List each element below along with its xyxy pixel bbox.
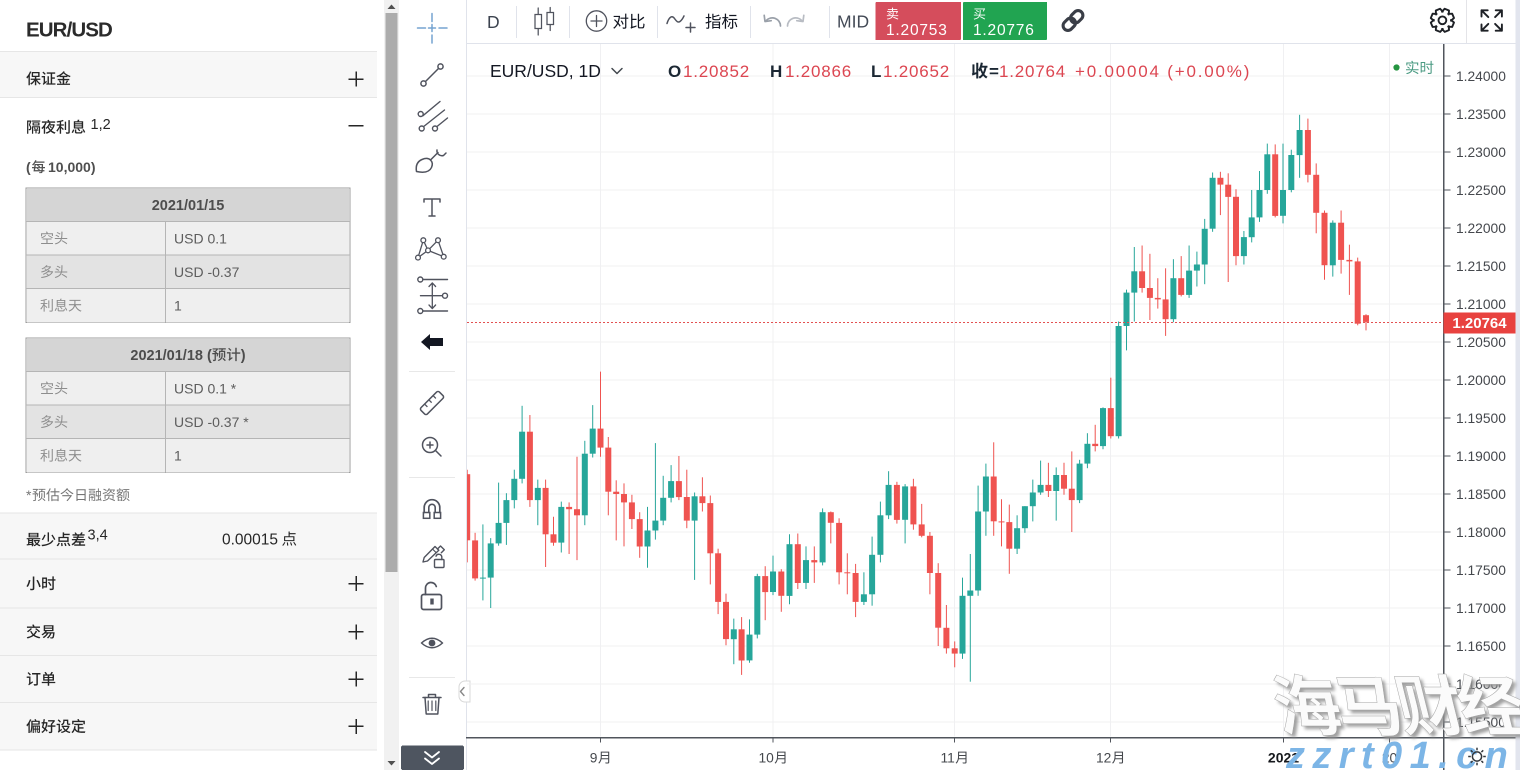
- svg-text:1.23000: 1.23000: [1456, 145, 1506, 160]
- svg-text:10: 10: [758, 751, 774, 766]
- svg-text:1.24000: 1.24000: [1456, 69, 1506, 84]
- svg-text:1.20753: 1.20753: [886, 22, 948, 39]
- svg-text:USD 0.1 *: USD 0.1 *: [174, 380, 237, 396]
- svg-text:EUR/USD, 1D: EUR/USD, 1D: [490, 61, 601, 81]
- svg-text:*: *: [26, 487, 32, 503]
- svg-text:1: 1: [174, 298, 182, 314]
- svg-text:1.17000: 1.17000: [1456, 601, 1506, 616]
- svg-text:2021: 2021: [1268, 750, 1299, 766]
- svg-text:1.18000: 1.18000: [1456, 525, 1506, 540]
- svg-text:(: (: [26, 159, 31, 175]
- svg-text:3,4: 3,4: [88, 528, 108, 544]
- svg-text:zzrt01.cn: zzrt01.cn: [1285, 735, 1515, 770]
- svg-text:USD 0.1: USD 0.1: [174, 230, 227, 246]
- svg-text:2021/01/15: 2021/01/15: [152, 198, 225, 214]
- svg-text:EUR/USD: EUR/USD: [26, 19, 112, 42]
- svg-text:H: H: [770, 62, 782, 81]
- svg-text:1.20500: 1.20500: [1456, 335, 1506, 350]
- svg-text:D: D: [487, 12, 500, 32]
- svg-text:1.19500: 1.19500: [1456, 411, 1506, 426]
- svg-text:1.20866: 1.20866: [785, 62, 852, 81]
- svg-text:1.20852: 1.20852: [683, 62, 750, 81]
- svg-text:2021/01/18 (: 2021/01/18 (: [130, 348, 212, 364]
- svg-text:=: =: [989, 62, 999, 81]
- svg-text:0.00015: 0.00015: [222, 532, 278, 549]
- svg-text:1.20652: 1.20652: [883, 62, 950, 81]
- svg-text:1,2: 1,2: [91, 117, 111, 133]
- svg-text:): ): [241, 348, 246, 364]
- svg-text:20: 20: [1382, 751, 1398, 766]
- svg-text:1.22000: 1.22000: [1456, 221, 1506, 236]
- svg-text:1.21500: 1.21500: [1456, 259, 1506, 274]
- svg-text:1.23500: 1.23500: [1456, 107, 1506, 122]
- svg-text:1.22500: 1.22500: [1456, 183, 1506, 198]
- svg-text:1.20776: 1.20776: [973, 22, 1035, 39]
- svg-text:1.18500: 1.18500: [1456, 487, 1506, 502]
- svg-text:USD -0.37 *: USD -0.37 *: [174, 414, 249, 430]
- svg-text:L: L: [871, 62, 881, 81]
- svg-text:11: 11: [940, 751, 954, 766]
- svg-text:1.20000: 1.20000: [1456, 373, 1506, 388]
- svg-text:10,000): 10,000): [48, 159, 95, 175]
- svg-text:9: 9: [590, 751, 598, 766]
- svg-text:+0.00004 (+0.00%): +0.00004 (+0.00%): [1075, 62, 1251, 81]
- svg-text:1.16500: 1.16500: [1456, 639, 1506, 654]
- svg-text:1.21000: 1.21000: [1456, 297, 1506, 312]
- svg-text:MID: MID: [837, 12, 869, 32]
- svg-text:USD -0.37: USD -0.37: [174, 264, 240, 280]
- svg-text:1: 1: [174, 448, 182, 464]
- svg-text:12: 12: [1096, 751, 1111, 766]
- svg-text:1.20764: 1.20764: [999, 62, 1066, 81]
- svg-text:1.17500: 1.17500: [1456, 563, 1506, 578]
- svg-text:1.20764: 1.20764: [1452, 315, 1507, 332]
- svg-text:O: O: [668, 62, 681, 81]
- svg-text:1.19000: 1.19000: [1456, 449, 1506, 464]
